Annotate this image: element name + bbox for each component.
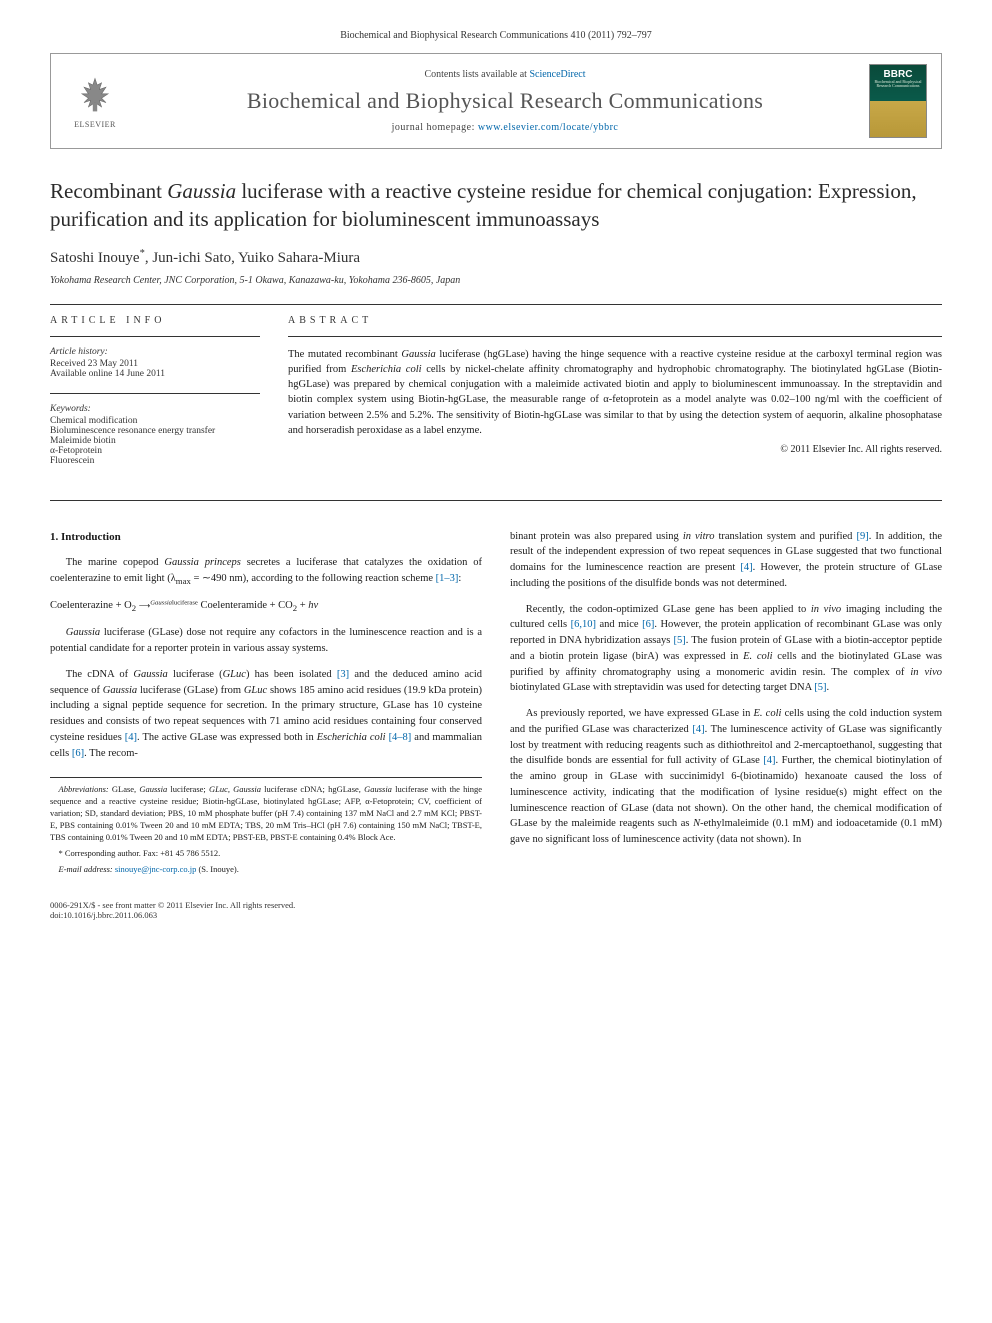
elsevier-logo: ELSEVIER (65, 66, 125, 136)
article-history: Article history: Received 23 May 2011 Av… (50, 347, 260, 379)
abstract-copyright: © 2011 Elsevier Inc. All rights reserved… (288, 444, 942, 455)
section-head-intro: 1. Introduction (50, 529, 482, 546)
footnotes: Abbreviations: GLase, Gaussia luciferase… (50, 777, 482, 875)
contents-line: Contents lists available at ScienceDirec… (141, 69, 869, 80)
abstract-text: The mutated recombinant Gaussia lucifera… (288, 347, 942, 438)
keyword: Maleimide biotin (50, 436, 260, 446)
abstract-column: abstract The mutated recombinant Gaussia… (288, 315, 942, 480)
keyword: Bioluminescence resonance energy transfe… (50, 426, 260, 436)
right-column: binant protein was also prepared using i… (510, 529, 942, 880)
doi-line: doi:10.1016/j.bbrc.2011.06.063 (50, 910, 942, 920)
journal-cover-thumbnail: BBRC Biochemical and Biophysical Researc… (869, 64, 927, 138)
divider (50, 500, 942, 501)
journal-reference: Biochemical and Biophysical Research Com… (50, 30, 942, 41)
article-info-column: article info Article history: Received 2… (50, 315, 260, 480)
publisher-name: ELSEVIER (74, 120, 116, 129)
page-footer: 0006-291X/$ - see front matter © 2011 El… (50, 900, 942, 920)
divider (50, 336, 260, 337)
keyword: Fluorescein (50, 456, 260, 466)
keywords-block: Keywords: Chemical modification Biolumin… (50, 404, 260, 466)
paragraph: The marine copepod Gaussia princeps secr… (50, 555, 482, 588)
article-title: Recombinant Gaussia luciferase with a re… (50, 177, 942, 234)
info-abstract-row: article info Article history: Received 2… (50, 315, 942, 480)
reaction-equation: Coelenterazine + O2 ⟶Gaussialuciferase C… (50, 598, 482, 615)
body-two-column: 1. Introduction The marine copepod Gauss… (50, 529, 942, 880)
email-link[interactable]: sinouye@jnc-corp.co.jp (115, 864, 196, 874)
abstract-head: abstract (288, 315, 942, 326)
article-info-head: article info (50, 315, 260, 326)
divider (288, 336, 942, 337)
paragraph: binant protein was also prepared using i… (510, 529, 942, 592)
paragraph: Gaussia luciferase (GLase) dose not requ… (50, 625, 482, 657)
authors: Satoshi Inouye*, Jun-ichi Sato, Yuiko Sa… (50, 248, 942, 267)
journal-homepage: journal homepage: www.elsevier.com/locat… (141, 122, 869, 133)
homepage-link[interactable]: www.elsevier.com/locate/ybbrc (478, 122, 618, 133)
journal-header: ELSEVIER Contents lists available at Sci… (50, 53, 942, 149)
left-column: 1. Introduction The marine copepod Gauss… (50, 529, 482, 880)
sciencedirect-link[interactable]: ScienceDirect (529, 69, 585, 80)
front-matter-line: 0006-291X/$ - see front matter © 2011 El… (50, 900, 942, 910)
header-center: Contents lists available at ScienceDirec… (141, 69, 869, 133)
divider (50, 393, 260, 394)
paragraph: As previously reported, we have expresse… (510, 706, 942, 848)
corresponding-author-footnote: * Corresponding author. Fax: +81 45 786 … (50, 848, 482, 860)
abbreviations-footnote: Abbreviations: GLase, Gaussia luciferase… (50, 784, 482, 843)
affiliation: Yokohama Research Center, JNC Corporatio… (50, 275, 942, 286)
keyword: α-Fetoprotein (50, 446, 260, 456)
paragraph: The cDNA of Gaussia luciferase (GLuc) ha… (50, 667, 482, 762)
email-footnote: E-mail address: sinouye@jnc-corp.co.jp (… (50, 864, 482, 876)
paragraph: Recently, the codon-optimized GLase gene… (510, 602, 942, 697)
divider (50, 304, 942, 305)
elsevier-tree-icon (73, 74, 117, 118)
keyword: Chemical modification (50, 416, 260, 426)
journal-name: Biochemical and Biophysical Research Com… (141, 88, 869, 114)
